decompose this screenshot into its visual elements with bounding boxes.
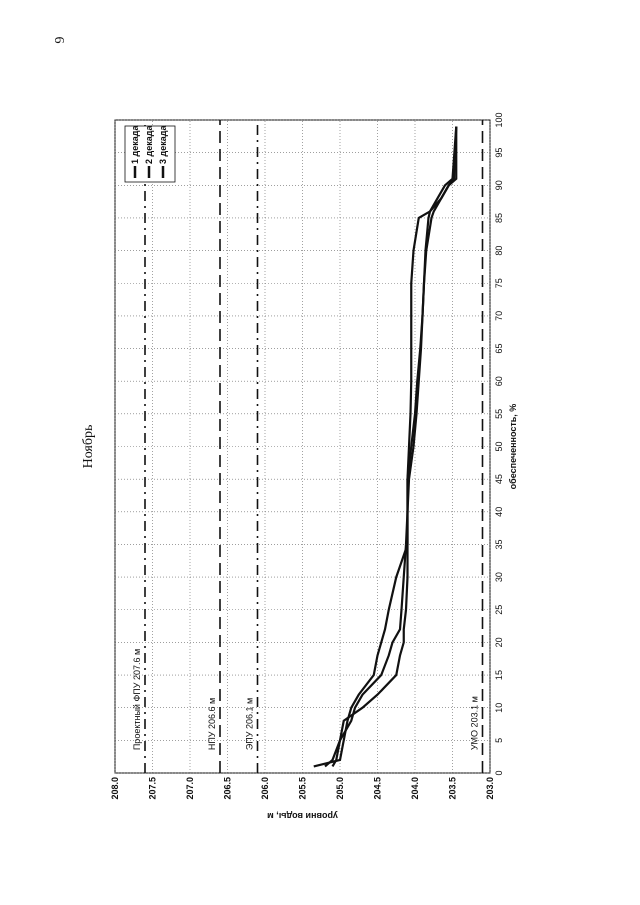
x-tick-label: 35 [494,539,504,549]
x-axis-label: обеспеченность, % [508,404,518,490]
y-axis-label: уровни воды, м [267,811,338,821]
y-tick-label: 206.5 [223,777,233,800]
y-tick-label: 207.0 [185,777,195,800]
x-tick-label: 10 [494,703,504,713]
x-tick-label: 15 [494,670,504,680]
x-tick-label: 85 [494,213,504,223]
y-tick-label: 205.5 [298,777,308,800]
x-tick-label: 75 [494,278,504,288]
y-tick-label: 208.0 [110,777,120,800]
legend-label: 3 декада [158,125,168,164]
reference-label: Проектный ФПУ 207.6 м [132,649,142,750]
x-tick-label: 5 [494,738,504,743]
x-tick-label: 65 [494,344,504,354]
x-tick-label: 30 [494,572,504,582]
x-tick-label: 55 [494,409,504,419]
chart: 0 5 10 15 20 25 30 35 40 45 50 55 60 65 70 75 80 85 90 95 10… [81,112,518,821]
y-tick-label: 204.0 [410,777,420,800]
chart-title: Ноябрь [81,425,96,469]
x-tick-label: 95 [494,148,504,158]
reference-label: НПУ 206.6 м [207,698,217,750]
x-tick-label: 70 [494,311,504,321]
line-series [324,126,458,768]
x-tick-label: 60 [494,376,504,386]
x-tick-label: 45 [494,474,504,484]
x-tick-label: 0 [494,770,504,775]
y-tick-label: 204.5 [373,777,383,800]
page-number: 6 [51,37,66,44]
x-tick-label: 25 [494,605,504,615]
x-tick-label: 80 [494,246,504,256]
reference-label: ЭПУ 206.1 м [245,698,255,750]
y-tick-label: 203.5 [448,777,458,800]
legend-label: 1 декада [130,125,140,164]
x-tick-label: 40 [494,507,504,517]
y-tick-label: 205.0 [335,777,345,800]
x-tick-label: 50 [494,441,504,451]
y-tick-label: 207.5 [148,777,158,800]
x-tick-label: 20 [494,637,504,647]
reference-label: УМО 203.1 м [470,696,480,750]
y-tick-label: 203.0 [485,777,495,800]
legend-label: 2 декада [144,125,154,164]
y-tick-label: 206.0 [260,777,270,800]
x-tick-label: 100 [494,112,504,127]
x-tick-label: 90 [494,180,504,190]
